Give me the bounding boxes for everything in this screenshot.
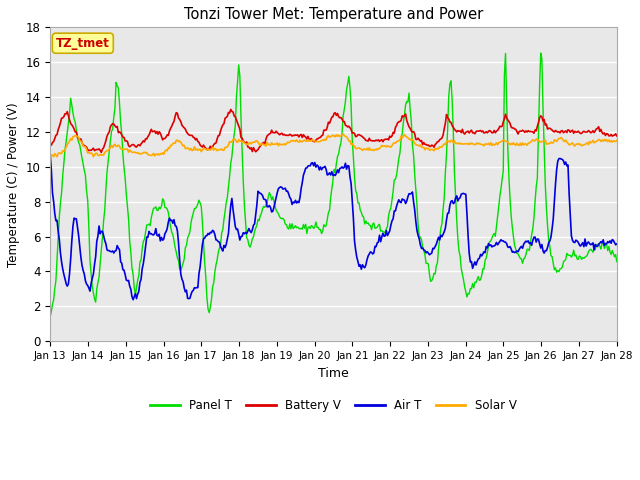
- Panel T: [537, 50, 545, 56]
- Solar V: [46, 155, 54, 161]
- Solar V: [512, 143, 520, 148]
- Solar V: [316, 139, 323, 144]
- Text: TZ_tmet: TZ_tmet: [56, 36, 110, 50]
- Air T: [354, 259, 362, 264]
- Air T: [613, 241, 621, 247]
- Line: Solar V: Solar V: [50, 134, 617, 158]
- Battery V: [355, 132, 363, 138]
- Legend: Panel T, Battery V, Air T, Solar V: Panel T, Battery V, Air T, Solar V: [146, 394, 522, 417]
- Panel T: [46, 314, 54, 320]
- Battery V: [513, 129, 521, 134]
- Battery V: [317, 133, 325, 139]
- Panel T: [613, 259, 621, 264]
- Panel T: [316, 227, 323, 232]
- Panel T: [319, 228, 326, 234]
- Panel T: [600, 246, 608, 252]
- Line: Panel T: Panel T: [50, 53, 617, 317]
- Solar V: [613, 138, 621, 144]
- X-axis label: Time: Time: [318, 367, 349, 380]
- Solar V: [319, 137, 326, 143]
- Line: Air T: Air T: [50, 155, 617, 300]
- Battery V: [46, 141, 54, 147]
- Battery V: [97, 150, 105, 156]
- Air T: [320, 165, 328, 170]
- Air T: [129, 297, 137, 302]
- Solar V: [354, 145, 362, 151]
- Air T: [512, 249, 520, 255]
- Panel T: [383, 224, 391, 229]
- Battery V: [602, 132, 609, 138]
- Air T: [46, 152, 54, 157]
- Air T: [385, 230, 392, 236]
- Y-axis label: Temperature (C) / Power (V): Temperature (C) / Power (V): [7, 102, 20, 266]
- Battery V: [613, 133, 621, 139]
- Air T: [317, 164, 324, 170]
- Panel T: [353, 191, 360, 196]
- Battery V: [321, 127, 329, 133]
- Line: Battery V: Battery V: [50, 109, 617, 153]
- Air T: [600, 242, 608, 248]
- Solar V: [385, 144, 392, 149]
- Battery V: [227, 107, 235, 112]
- Battery V: [386, 133, 394, 139]
- Solar V: [339, 131, 347, 137]
- Solar V: [600, 136, 608, 142]
- Title: Tonzi Tower Met: Temperature and Power: Tonzi Tower Met: Temperature and Power: [184, 7, 483, 22]
- Panel T: [511, 242, 518, 248]
